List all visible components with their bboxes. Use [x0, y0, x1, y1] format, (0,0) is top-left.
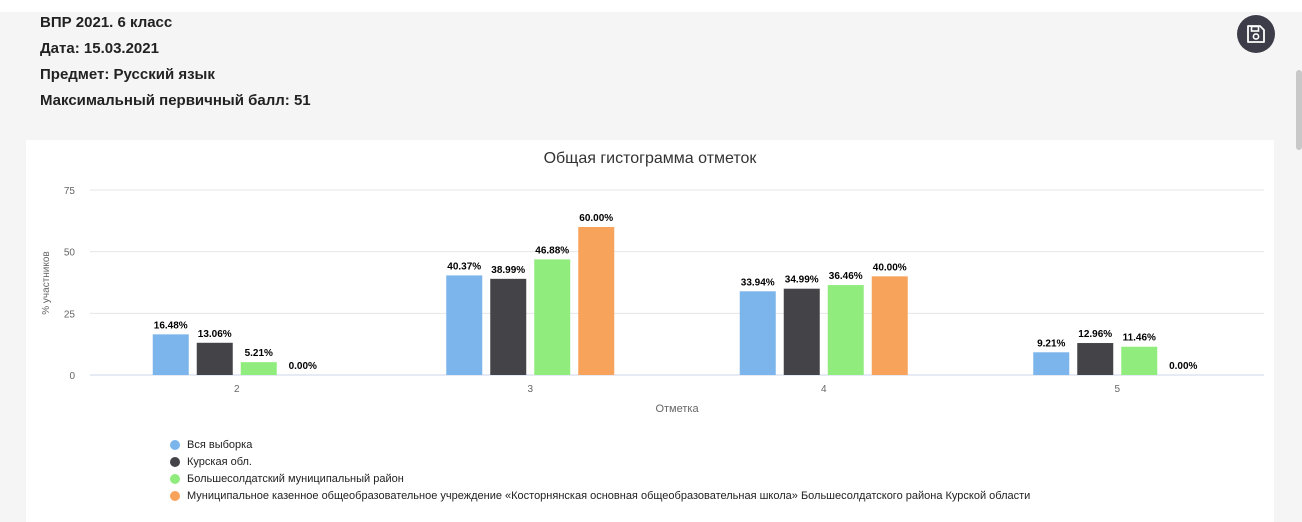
data-label: 16.48% — [154, 320, 188, 331]
data-label: 46.88% — [535, 245, 569, 256]
y-axis-label: % участников — [41, 251, 52, 315]
bar — [827, 285, 864, 375]
legend-label: Большесолдатский муниципальный район — [187, 472, 404, 485]
legend-item-kursk-region[interactable]: Курская обл. — [170, 453, 1030, 470]
y-tick-label: 25 — [64, 309, 76, 320]
bar — [152, 334, 189, 375]
data-label: 0.00% — [1169, 361, 1197, 372]
bar — [240, 362, 277, 375]
bar — [490, 278, 527, 375]
data-label: 34.99% — [785, 275, 819, 286]
data-label: 40.00% — [873, 262, 907, 273]
chart-panel — [26, 140, 1274, 522]
test-info: ВПР 2021. 6 класс Дата: 15.03.2021 Предм… — [40, 10, 311, 114]
y-tick-label: 0 — [69, 371, 75, 382]
bar — [196, 342, 233, 375]
bar — [783, 288, 820, 375]
bar — [534, 259, 571, 375]
y-tick-label: 50 — [64, 248, 76, 259]
bar — [1121, 346, 1158, 375]
x-axis-label: Отметка — [655, 403, 699, 415]
legend-label: Курская обл. — [187, 455, 252, 468]
legend-item-district[interactable]: Большесолдатский муниципальный район — [170, 470, 1030, 487]
legend-item-all-sample[interactable]: Вся выборка — [170, 436, 1030, 453]
data-label: 36.46% — [829, 271, 863, 282]
legend-marker — [170, 473, 180, 484]
legend-marker — [170, 439, 180, 450]
data-labels: 16.48% 13.06% 5.21% 0.00% 40.37% 38.99% 46.88%… — [154, 213, 1198, 372]
bars — [152, 227, 1158, 375]
test-date: Дата: 15.03.2021 — [40, 40, 159, 57]
bar — [1033, 352, 1070, 375]
save-icon — [1247, 25, 1265, 43]
x-tick-label: 2 — [234, 384, 240, 395]
data-label: 33.94% — [741, 277, 775, 288]
bar — [739, 291, 776, 375]
legend-marker — [170, 456, 180, 467]
x-tick-label: 3 — [527, 384, 533, 395]
bar — [871, 276, 908, 375]
legend-label: Муниципальное казенное общеобразовательн… — [187, 489, 1031, 502]
test-title: ВПР 2021. 6 класс — [40, 14, 173, 31]
save-button[interactable] — [1237, 15, 1275, 53]
data-label: 5.21% — [245, 348, 273, 359]
test-subject: Предмет: Русский язык — [40, 66, 215, 83]
axis-ticks: 0 25 50 75 2 3 4 5 — [64, 186, 1121, 395]
legend-label: Вся выборка — [187, 438, 253, 451]
data-label: 13.06% — [198, 329, 232, 340]
chart-legend: Вся выборка Курская обл. Большесолдатски… — [170, 436, 1030, 504]
top-strip — [0, 0, 1302, 12]
data-label: 11.46% — [1123, 333, 1156, 344]
chart-title: Общая гистограмма отметок — [544, 150, 758, 167]
legend-item-school[interactable]: Муниципальное казенное общеобразовательн… — [170, 487, 1030, 504]
legend-marker — [170, 490, 180, 501]
bar — [1077, 343, 1114, 375]
data-label: 0.00% — [289, 361, 317, 372]
x-tick-label: 5 — [1114, 384, 1120, 395]
x-tick-label: 4 — [821, 384, 827, 395]
test-max-score: Максимальный первичный балл: 51 — [40, 92, 311, 109]
y-tick-label: 75 — [64, 186, 76, 197]
data-label: 60.00% — [579, 213, 613, 224]
bar — [446, 275, 483, 375]
page-scrollbar[interactable] — [1296, 70, 1302, 150]
bar — [578, 227, 615, 375]
data-label: 12.96% — [1078, 329, 1112, 340]
data-label: 9.21% — [1037, 338, 1065, 349]
data-label: 38.99% — [491, 265, 525, 276]
data-label: 40.37% — [447, 261, 481, 272]
